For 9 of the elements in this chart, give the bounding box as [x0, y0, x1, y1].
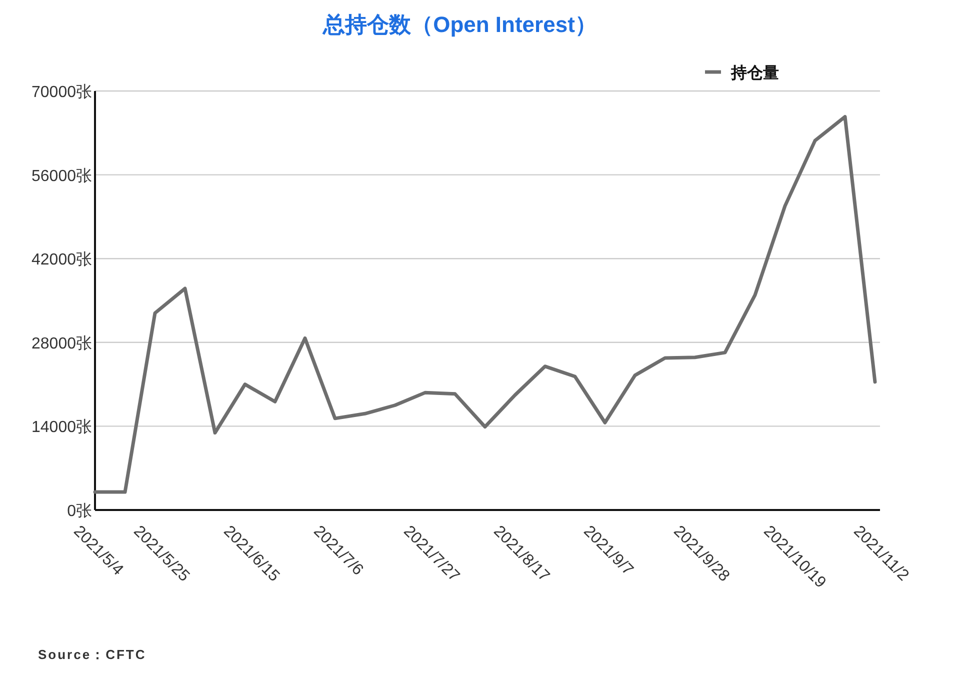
source-note: Source：CFTC: [38, 647, 146, 662]
y-tick-label: 14000张: [32, 418, 92, 436]
y-tick-label: 42000张: [32, 250, 92, 269]
title: 总持仓数（Open Interest）: [323, 12, 597, 37]
legend-label: 持仓量: [730, 64, 779, 82]
y-tick-label: 56000张: [32, 166, 92, 185]
y-tick-label: 0张: [67, 502, 92, 520]
y-tick-label: 28000张: [32, 334, 92, 352]
y-tick-label: 70000张: [32, 83, 92, 101]
